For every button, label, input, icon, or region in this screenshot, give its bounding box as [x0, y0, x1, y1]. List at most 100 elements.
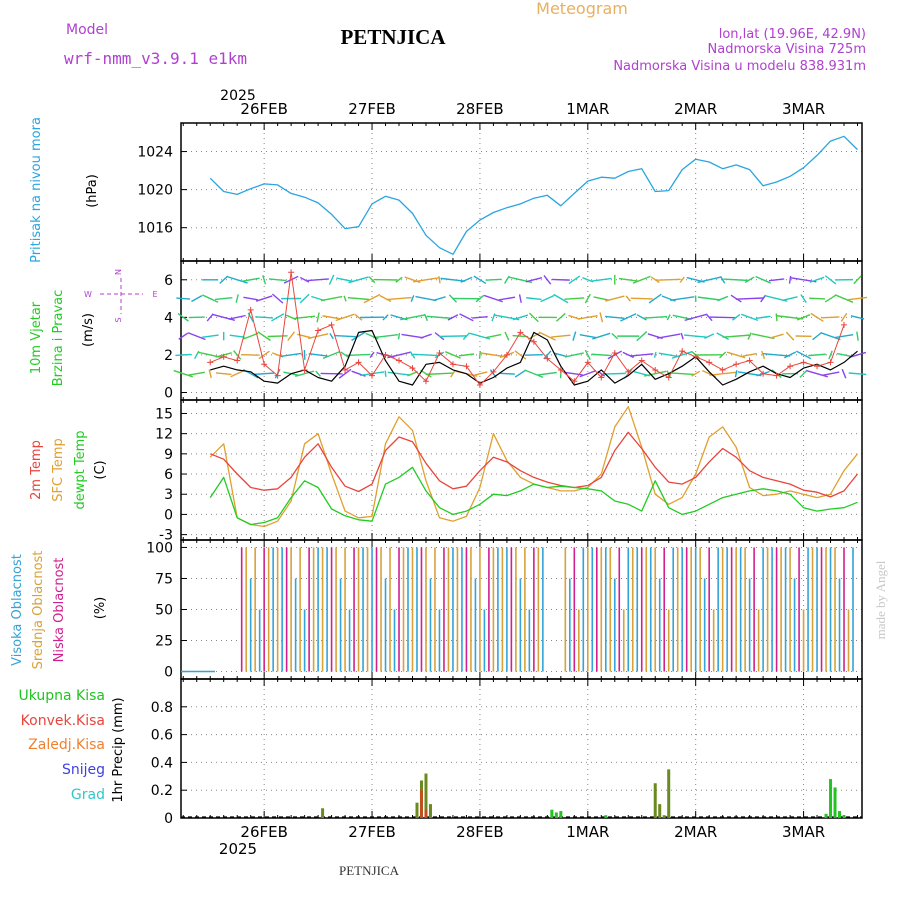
wind-arrow — [420, 333, 432, 339]
wind-gust-marker — [247, 306, 254, 313]
wind-gust-marker — [827, 359, 834, 366]
wind-gust-marker — [787, 363, 794, 370]
precip-bar-konvek — [424, 809, 428, 818]
wind-arrow — [540, 294, 555, 303]
panel-wind: 0 2 4 6 — [164, 260, 863, 401]
wind-arrow — [335, 313, 355, 322]
wind-arrow — [605, 315, 625, 320]
temperature-ytick-label: 9 — [164, 447, 173, 463]
wind-arrow — [643, 315, 668, 319]
wind-arrow — [255, 316, 274, 319]
compass-e: E — [152, 290, 157, 299]
wind-ytick-label: 0 — [164, 385, 173, 401]
wind-arrow — [400, 314, 425, 321]
wind-arrow — [368, 276, 376, 284]
temperature-ytick-label: -3 — [159, 528, 173, 544]
wind-arrow — [351, 331, 366, 341]
top-date-label: 1MAR — [566, 100, 609, 118]
cloud-ytick-label: 0 — [164, 665, 173, 681]
cloud-ytick-label: 75 — [155, 571, 173, 587]
compass-w: W — [84, 290, 92, 299]
wind-arrow — [283, 275, 299, 284]
wind-arrow — [444, 351, 461, 359]
precip-ytick-label: 0.8 — [151, 700, 173, 716]
wind-arrow — [485, 333, 502, 339]
wind-arrow — [478, 351, 482, 359]
precip-bar-ukupna — [554, 812, 558, 818]
precip-bar-ukupna — [824, 813, 828, 818]
wind-arrow — [841, 368, 847, 379]
wind-arrow — [226, 275, 248, 284]
wind-arrow — [591, 353, 612, 357]
wind-arrow — [459, 313, 474, 322]
wind-arrow — [820, 332, 841, 341]
wind-arrow — [440, 277, 466, 282]
chart-title: PETNJICA — [340, 25, 446, 49]
wind-arrow — [726, 351, 746, 359]
wind-arrow — [630, 297, 653, 300]
wind-arrow — [568, 275, 581, 285]
wind-arrow — [848, 372, 867, 376]
wind-arrow — [697, 276, 722, 284]
wind-arrow — [498, 296, 516, 301]
wind-arrow — [175, 353, 192, 357]
wind-arrow — [788, 275, 792, 284]
meteogram-label: Meteogram — [536, 0, 628, 18]
wind-arrow — [856, 331, 859, 341]
wind-arrow — [460, 276, 473, 283]
wind-arrow — [257, 331, 271, 342]
wind-arrow — [812, 332, 822, 341]
top-date-label: 2MAR — [674, 100, 717, 118]
wind-arrow — [648, 293, 662, 304]
wind-arrow — [590, 277, 612, 282]
wind-gust-marker — [517, 329, 524, 336]
wind-arrow — [761, 350, 766, 359]
wind-arrow — [605, 295, 625, 302]
wind-arrow — [782, 296, 798, 302]
precip-bar-ukupna — [842, 815, 846, 818]
wind-arrow — [228, 314, 246, 320]
precip-bar-ukupna — [428, 804, 432, 818]
wind-arrow — [526, 297, 542, 301]
wind-arrow — [644, 370, 667, 377]
wind-ytick-label: 6 — [164, 273, 173, 289]
wind-gust-marker — [544, 355, 551, 362]
wind-arrow — [512, 314, 529, 321]
wind-arrow — [258, 350, 270, 360]
wind-arrow — [472, 371, 488, 377]
wind-arrow — [229, 334, 245, 338]
precip-ytick-label: 0.4 — [151, 755, 173, 771]
wind-gust-marker — [315, 327, 322, 334]
wind-arrow — [853, 275, 862, 285]
wind-arrow — [538, 331, 556, 341]
model-label: Model — [66, 22, 108, 38]
wind-arrow — [543, 274, 552, 285]
wind-arrow — [611, 333, 619, 340]
wind-arrow — [716, 332, 729, 340]
wind-arrow — [636, 314, 647, 321]
wind-arrow — [719, 275, 726, 284]
lonlat-label: lon,lat (19.96E, 42.9N) — [719, 27, 866, 42]
wind-arrow — [836, 352, 852, 357]
wind-gust-marker — [503, 351, 510, 358]
wind-arrow — [553, 293, 569, 304]
wind-arrow — [334, 334, 356, 338]
temperature-ytick-label: 6 — [164, 467, 173, 483]
wind-arrow — [191, 294, 203, 303]
wind-arrow — [271, 293, 284, 304]
wind-arrow — [785, 331, 795, 341]
wind-arrow — [447, 314, 459, 321]
wind-arrow — [653, 351, 657, 358]
temperature-ytick-label: 0 — [164, 507, 173, 523]
wind-arrow — [262, 275, 267, 285]
wind-arrow — [577, 314, 598, 320]
wind-arrow — [620, 313, 637, 322]
wind-arrow — [632, 275, 651, 284]
wind-arrow — [415, 295, 437, 302]
wind-arrow — [755, 315, 771, 320]
wind-arrow — [504, 331, 510, 341]
wind-arrow — [254, 372, 275, 376]
temp-ylabel-2m: 2m Temp — [29, 440, 44, 500]
wind-arrow — [760, 294, 767, 303]
